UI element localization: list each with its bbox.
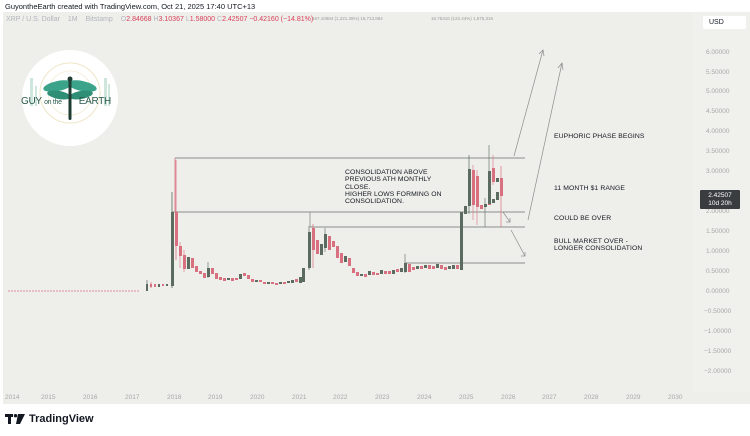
interval[interactable]: 1M xyxy=(67,16,78,23)
time-tick: 2030 xyxy=(668,394,683,401)
time-tick: 2016 xyxy=(83,394,98,401)
price-tick: −1.50000 xyxy=(704,348,732,355)
chart-panel[interactable] xyxy=(3,12,750,404)
note-line: CONSOLIDATION ABOVE xyxy=(345,169,428,176)
price-tick: 5.00000 xyxy=(706,88,730,95)
low-label: L xyxy=(185,16,190,23)
current-price-tag: 2.42507 10d 20h xyxy=(700,190,740,209)
price-tick: 0.50000 xyxy=(706,268,730,275)
low-value: 1.58000 xyxy=(189,16,216,23)
price-tick: 0.00000 xyxy=(706,288,730,295)
change-value: −0.42160 (−14.81%) xyxy=(249,16,314,23)
open-label: O xyxy=(120,16,127,23)
time-tick: 2024 xyxy=(417,394,432,401)
price-tick: 1.00000 xyxy=(706,248,730,255)
time-tick: 2022 xyxy=(333,394,348,401)
time-tick: 2025 xyxy=(459,394,474,401)
euphoric-note[interactable]: EUPHORIC PHASE BEGINS xyxy=(554,133,645,140)
time-tick: 2021 xyxy=(292,394,307,401)
price-tick: −0.50000 xyxy=(704,308,732,315)
time-tick: 2014 xyxy=(5,394,20,401)
time-tick: 2017 xyxy=(125,394,140,401)
exchange: Bitstamp xyxy=(85,16,113,23)
high-label: H xyxy=(153,16,159,23)
price-tick: 4.50000 xyxy=(706,108,730,115)
price-tick: −2.00000 xyxy=(704,368,732,375)
time-tick: 2023 xyxy=(375,394,390,401)
time-tick: 2020 xyxy=(250,394,265,401)
time-tick: 2019 xyxy=(208,394,223,401)
candles xyxy=(146,145,503,291)
guy-on-the-earth-logo: GUY on the EARTH xyxy=(20,48,120,148)
symbol-legend[interactable]: XRP / U.S. Dollar 1M Bitstamp O2.84668 H… xyxy=(6,16,313,23)
close-label: C xyxy=(217,16,223,23)
measure-label-2: 16.75316 (122.44%) 1,675,316 xyxy=(431,16,494,21)
note-line: CLOSE. xyxy=(345,183,371,191)
currency-button[interactable]: USD xyxy=(703,16,746,29)
note-line: HIGHER LOWS FORMING ON xyxy=(345,190,442,198)
consolidation-note[interactable]: CONSOLIDATION ABOVE PREVIOUS ATH MONTHLY… xyxy=(345,169,442,205)
high-value: 3.10367 xyxy=(158,16,184,23)
note-line: PREVIOUS ATH MONTHLY xyxy=(345,176,432,184)
note-line: CONSOLIDATION. xyxy=(345,198,405,206)
logo-text-earth: EARTH xyxy=(78,96,112,107)
tradingview-wordmark: TradingView xyxy=(29,413,94,425)
logo-text-guy: GUY xyxy=(21,96,42,107)
tradingview-logo-icon xyxy=(5,414,25,424)
could-be-over-note[interactable]: COULD BE OVER xyxy=(554,215,612,222)
time-axis[interactable]: 2014 2015 2016 2017 2018 2019 2020 2021 … xyxy=(3,390,693,404)
time-tick: 2026 xyxy=(501,394,516,401)
projection-arrows xyxy=(502,49,564,257)
note-line: BULL MARKET OVER - xyxy=(554,238,628,245)
time-tick: 2018 xyxy=(167,394,182,401)
open-value: 2.84668 xyxy=(126,16,152,23)
time-tick: 2027 xyxy=(542,394,557,401)
price-tick: 5.50000 xyxy=(706,69,730,76)
price-tick: 3.00000 xyxy=(706,168,730,175)
price-tick: 4.00000 xyxy=(706,128,730,135)
close-value: 2.42507 xyxy=(222,16,248,23)
logo-text-on-the: on the xyxy=(44,99,62,106)
price-tick: 1.50000 xyxy=(706,228,730,235)
price-tick: −1.00000 xyxy=(704,328,732,335)
bar-countdown: 10d 20h xyxy=(708,200,732,207)
time-tick: 2015 xyxy=(41,394,56,401)
symbol-name[interactable]: XRP / U.S. Dollar xyxy=(6,16,60,23)
chart-credit: GuyontheEarth created with TradingView.c… xyxy=(5,2,256,11)
current-price: 2.42507 xyxy=(708,192,732,199)
range-note[interactable]: 11 MONTH $1 RANGE xyxy=(554,185,626,192)
time-tick: 2028 xyxy=(584,394,599,401)
price-tick: 6.00000 xyxy=(706,49,730,56)
price-tick: 3.50000 xyxy=(706,148,730,155)
measure-label-1: 167.10684 (1,221.28%) 16,713,884 xyxy=(312,16,383,21)
price-tick: 2.00000 xyxy=(706,208,730,215)
bull-over-note[interactable]: BULL MARKET OVER - LONGER CONSOLIDATION xyxy=(554,238,642,253)
tradingview-brand[interactable]: TradingView xyxy=(5,413,94,425)
time-tick: 2029 xyxy=(626,394,641,401)
note-line: LONGER CONSOLIDATION xyxy=(554,245,643,253)
